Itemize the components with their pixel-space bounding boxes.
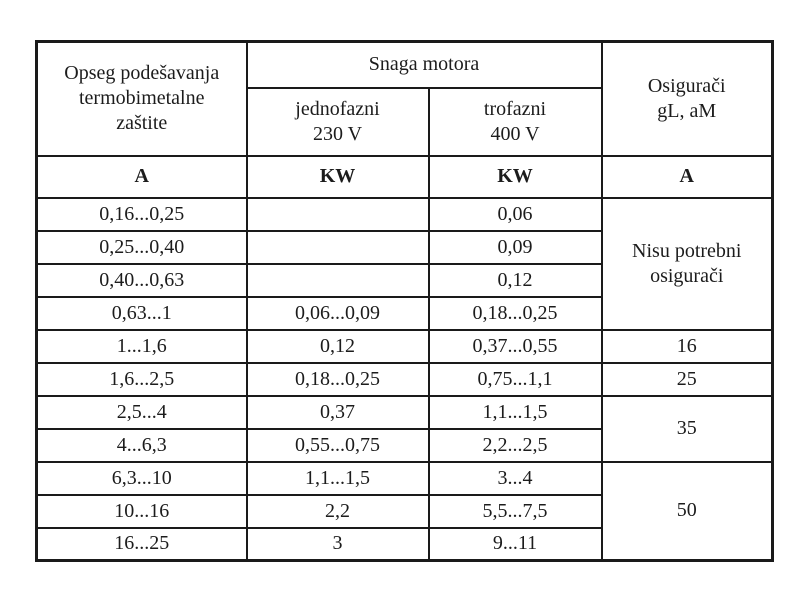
cell-kw-230: 0,12	[245, 328, 430, 364]
cell-kw-400: 0,12	[427, 262, 603, 298]
cell-range: 1...1,6	[35, 328, 248, 364]
cell-fuse: 35	[600, 394, 774, 463]
header-row-2: jednofazni 230 V trofazni 400 V	[37, 86, 773, 157]
cell-range: 0,63...1	[35, 295, 248, 331]
table-row: 4...6,3 0,55...0,75 2,2...2,5	[35, 427, 773, 463]
cell-kw-230: 0,37	[245, 394, 430, 430]
cell-kw-400: 0,06	[427, 196, 603, 232]
cell-range: 0,16...0,25	[35, 196, 248, 232]
cell-kw-230: 1,1...1,5	[245, 460, 430, 496]
cell-kw-230: 3	[245, 526, 430, 562]
table-row: 6,3...10 1,1...1,5 3...4 50	[35, 460, 774, 562]
cell-kw-400: 3...4	[427, 460, 603, 496]
cell-kw-400: 0,75...1,1	[427, 361, 603, 397]
cell-fuse-none-needed: Nisu potrebni osigurači	[600, 196, 774, 331]
table-row: 2,5...4 0,37 1,1...1,5 35	[35, 394, 774, 463]
unit-range: A	[35, 154, 248, 199]
cell-kw-400: 2,2...2,5	[427, 427, 603, 463]
unit-three-phase: KW	[427, 154, 603, 199]
cell-kw-230	[245, 196, 430, 232]
cell-range: 0,25...0,40	[35, 229, 248, 265]
cell-kw-230: 2,2	[245, 493, 430, 529]
header-three-phase: trofazni 400 V	[427, 86, 603, 157]
cell-range: 0,40...0,63	[35, 262, 248, 298]
cell-kw-400: 0,37...0,55	[427, 328, 603, 364]
cell-kw-230: 0,55...0,75	[245, 427, 430, 463]
table-row: 1...1,6 0,12 0,37...0,55 16	[35, 328, 774, 364]
cell-kw-400: 0,18...0,25	[427, 295, 603, 331]
unit-fuses: A	[600, 154, 774, 199]
cell-range: 6,3...10	[35, 460, 248, 496]
units-row: A KW KW A	[35, 154, 774, 199]
header-range: Opseg podešavanja termobimetalne zaštite	[35, 40, 248, 157]
table-row: 0,25...0,40 0,09	[35, 229, 773, 265]
cell-range: 4...6,3	[35, 427, 248, 463]
cell-kw-230: 0,18...0,25	[245, 361, 430, 397]
cell-range: 10...16	[35, 493, 248, 529]
cell-range: 2,5...4	[35, 394, 248, 430]
cell-kw-230	[245, 262, 430, 298]
cell-kw-400: 9...11	[427, 526, 603, 562]
table-row: 0,40...0,63 0,12	[35, 262, 773, 298]
header-motor-power: Snaga motora	[245, 40, 603, 89]
unit-single-phase: KW	[245, 154, 430, 199]
table-row: 0,16...0,25 0,06 Nisu potrebni osigurači	[35, 196, 774, 331]
header-fuses: Osigurači gL, aM	[600, 40, 774, 157]
cell-range: 16...25	[35, 526, 248, 562]
header-single-phase: jednofazni 230 V	[245, 86, 430, 157]
cell-kw-400: 5,5...7,5	[427, 493, 603, 529]
table-row: 10...16 2,2 5,5...7,5	[35, 493, 773, 529]
cell-range: 1,6...2,5	[35, 361, 248, 397]
table-row: 16...25 3 9...11	[35, 526, 773, 562]
motor-protection-table: Opseg podešavanja termobimetalne zaštite…	[35, 40, 774, 562]
table-row: 1,6...2,5 0,18...0,25 0,75...1,1 25	[35, 361, 774, 397]
cell-kw-230: 0,06...0,09	[245, 295, 430, 331]
cell-fuse: 16	[600, 328, 774, 364]
cell-kw-230	[245, 229, 430, 265]
cell-fuse: 25	[600, 361, 774, 397]
cell-kw-400: 1,1...1,5	[427, 394, 603, 430]
cell-kw-400: 0,09	[427, 229, 603, 265]
header-row-1: Opseg podešavanja termobimetalne zaštite…	[35, 40, 774, 157]
table-row: 0,63...1 0,06...0,09 0,18...0,25	[35, 295, 773, 331]
cell-fuse: 50	[600, 460, 774, 562]
